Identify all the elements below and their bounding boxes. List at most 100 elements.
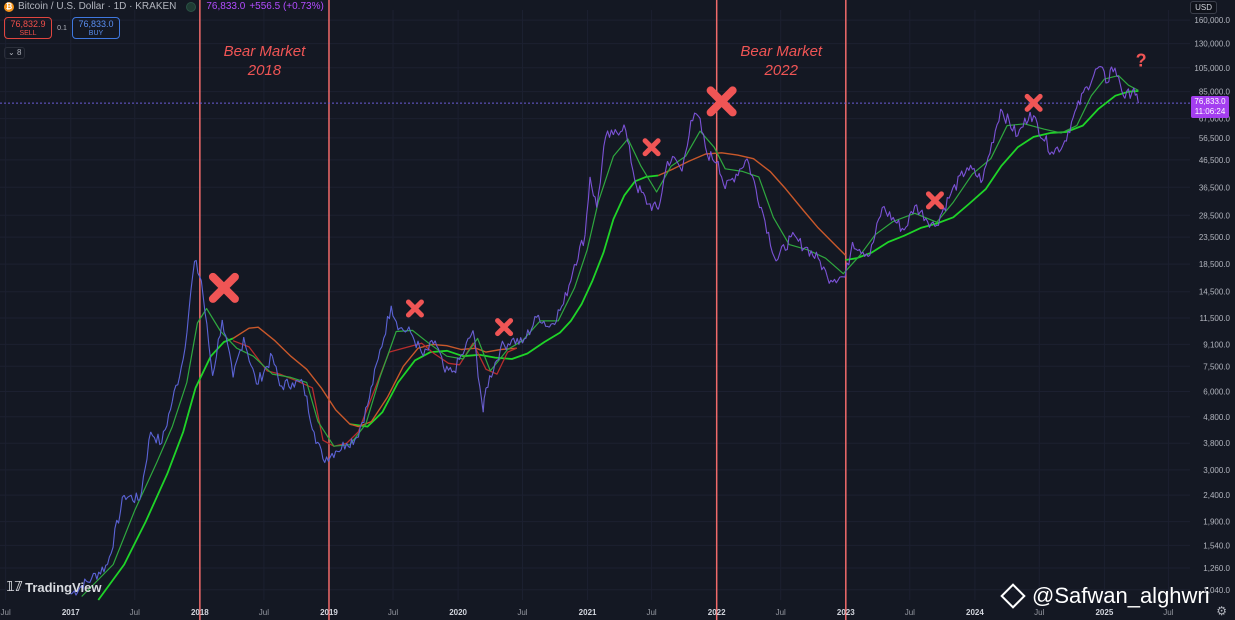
price-line-segment <box>666 155 677 167</box>
price-line-segment <box>589 176 598 208</box>
x-marker-stroke <box>925 191 944 210</box>
price-line-segment <box>171 358 184 402</box>
buy-label: BUY <box>88 30 104 37</box>
x-marker-stroke <box>642 138 661 157</box>
last-price: 76,833.0 <box>206 1 246 12</box>
price-line-segment <box>562 264 576 305</box>
price-line-segment <box>1124 87 1135 99</box>
price-line-segment <box>826 276 846 284</box>
price-line-segment <box>844 241 854 278</box>
price-tick-label: 4,800.0 <box>1203 413 1230 422</box>
price-line-segment <box>422 339 436 357</box>
price-line-segment <box>537 314 550 328</box>
bitcoin-icon: ₿ <box>4 1 14 12</box>
price-line-segment <box>1017 111 1031 137</box>
series-ma-slow <box>97 337 234 601</box>
price-line-segment <box>150 431 163 446</box>
price-line-segment <box>805 246 821 262</box>
indicator-count: 8 <box>16 48 22 57</box>
price-line-segment <box>881 205 905 232</box>
price-line-segment <box>950 167 968 194</box>
price-line-segment <box>322 450 337 464</box>
price-line-segment <box>464 330 474 350</box>
price-line-segment <box>200 280 214 376</box>
annotation-markers: ? <box>208 50 1147 337</box>
x-marker <box>405 299 424 318</box>
time-tick-label: 2019 <box>320 608 338 617</box>
price-line-segment <box>221 319 234 378</box>
price-tick-label: 130,000.0 <box>1194 40 1230 49</box>
price-line-segment <box>444 365 455 373</box>
price-axis[interactable]: 160,000.0 130,000.0 105,000.0 85,000.0 67,00… <box>1194 16 1230 595</box>
currency-selector[interactable]: USD <box>1190 1 1217 14</box>
time-tick-label: 2024 <box>966 608 984 617</box>
time-tick-label: Jul <box>130 608 140 617</box>
price-change: +556.5 (+0.73%) <box>249 1 324 12</box>
price-line-segment <box>819 260 828 278</box>
price-line-segment <box>482 387 487 413</box>
x-marker <box>1024 93 1043 112</box>
price-tick-label: 1,040.0 <box>1203 586 1230 595</box>
price-tick-label: 1,900.0 <box>1203 518 1230 527</box>
price-line-segment <box>410 332 424 357</box>
price-line-segment <box>356 405 368 438</box>
x-marker <box>208 272 239 303</box>
sell-button[interactable]: 76,832.9 SELL <box>4 17 52 39</box>
price-line-segment <box>635 185 649 205</box>
price-line-segment <box>70 578 93 596</box>
price-line-segment <box>746 158 764 214</box>
series-ma-slow-3 <box>845 90 1139 261</box>
x-marker <box>495 318 514 337</box>
time-tick-label: Jul <box>646 608 656 617</box>
price-tick-label: 46,500.0 <box>1199 156 1231 165</box>
price-line-segment <box>706 151 719 164</box>
price-tick-label: 1,260.0 <box>1203 564 1230 573</box>
price-line-segment <box>212 319 223 376</box>
trade-buttons: 76,832.9 SELL 0.1 76,833.0 BUY <box>4 17 120 39</box>
time-tick-label: 2017 <box>62 608 80 617</box>
price-line-segment <box>612 124 625 136</box>
price-line-segment <box>966 164 984 184</box>
price-tick-label: 105,000.0 <box>1194 64 1230 73</box>
series-ma-orange <box>232 326 517 428</box>
series-ma-fast <box>81 75 1139 597</box>
price-line-segment <box>91 564 108 580</box>
current-price-label: 76,833.0 11:06:24 <box>1191 96 1229 118</box>
symbol-title[interactable]: Bitcoin / U.S. Dollar · 1D · KRAKEN <box>18 1 177 12</box>
time-tick-label: 2018 <box>191 608 209 617</box>
market-status-icon[interactable] <box>186 1 197 12</box>
time-tick-label: Jul <box>776 608 786 617</box>
chart-grid <box>0 10 1190 600</box>
price-line-segment <box>499 339 513 351</box>
price-line-segment <box>790 231 807 252</box>
price-line-segment <box>657 160 669 210</box>
price-line-segment <box>1029 111 1053 156</box>
price-tick-label: 1,540.0 <box>1203 541 1230 550</box>
price-line-segment <box>548 303 564 328</box>
price-line-segment <box>279 378 294 391</box>
settings-gear-icon[interactable]: ⚙ <box>1216 604 1227 618</box>
price-tick-label: 67,000.0 <box>1199 115 1231 124</box>
price-line-segment <box>1133 87 1139 104</box>
buy-button[interactable]: 76,833.0 BUY <box>72 17 120 39</box>
tradingview-logo[interactable]: 𝟙𝟟 TradingView <box>6 579 101 595</box>
price-tick-label: 2,400.0 <box>1203 491 1230 500</box>
price-line-segment <box>574 234 586 266</box>
indicators-toggle[interactable]: ⌄ 8 <box>4 47 26 59</box>
x-marker-stroke <box>706 86 737 117</box>
price-line-segment <box>982 108 1002 180</box>
price-line-segment <box>390 305 401 331</box>
watermark: @Safwan_alghwri <box>1000 583 1210 609</box>
bear-market-year: 2018 <box>247 62 282 79</box>
price-line-segment <box>681 120 692 172</box>
price-line-segment <box>232 337 245 378</box>
price-line-segment <box>584 176 591 235</box>
price-line-segment <box>775 235 792 262</box>
price-line-segment <box>106 494 125 565</box>
price-tick-label: 3,800.0 <box>1203 439 1230 448</box>
time-axis[interactable]: Jul 2017 Jul 2018 Jul 2019 Jul 2020 Jul 2021 Jul 20… <box>1 608 1174 617</box>
price-line-segment <box>903 205 916 231</box>
question-marker: ? <box>1136 50 1147 70</box>
time-tick-label: Jul <box>517 608 527 617</box>
